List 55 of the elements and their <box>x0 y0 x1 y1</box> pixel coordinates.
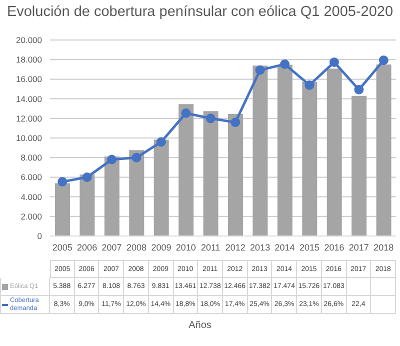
chart-title: Evolución de cobertura penínsular con eólica Q1 2005-2020 <box>6 4 394 20</box>
bar <box>352 96 367 236</box>
y-tick-label: 20.000 <box>16 35 42 46</box>
x-tick-label: 2006 <box>77 242 98 252</box>
bar <box>376 64 392 236</box>
bar <box>326 68 342 236</box>
y-tick-label: 2.000 <box>20 211 42 222</box>
x-tick-label: 2011 <box>200 242 220 252</box>
bar <box>55 183 70 236</box>
y-tick-label: 14.000 <box>16 94 42 104</box>
x-tick-label: 2018 <box>374 242 394 252</box>
point <box>304 80 314 90</box>
bar <box>104 156 120 236</box>
y-tick-label: 4.000 <box>20 192 42 202</box>
point <box>82 172 92 182</box>
point <box>107 154 117 164</box>
point <box>132 152 142 162</box>
bar <box>178 104 194 236</box>
point <box>255 65 265 75</box>
x-tick-label: 2017 <box>348 242 369 252</box>
bar <box>252 66 268 236</box>
y-tick-label: 6.000 <box>20 172 42 182</box>
x-tick-label: 2015 <box>299 242 320 252</box>
bar <box>302 82 318 236</box>
point <box>230 118 240 128</box>
bar <box>129 150 144 236</box>
point <box>206 114 216 124</box>
bar <box>154 140 169 236</box>
point <box>329 57 339 67</box>
point <box>378 56 388 66</box>
y-tick-label: 10.000 <box>16 133 42 144</box>
bar <box>228 114 243 236</box>
bar <box>277 64 292 236</box>
x-tick-label: 2008 <box>126 242 147 252</box>
x-tick-label: 2016 <box>324 242 344 252</box>
point <box>280 59 290 69</box>
point <box>156 137 166 147</box>
x-tick-label: 2010 <box>176 242 196 252</box>
y-tick-label: 16.000 <box>16 74 42 84</box>
point <box>181 108 191 118</box>
x-tick-label: 2014 <box>274 242 295 252</box>
x-tick-label: 2007 <box>102 242 122 252</box>
y-tick-label: 8.000 <box>20 152 42 163</box>
x-tick-label: 2005 <box>52 242 72 252</box>
y-tick-label: 18.000 <box>16 54 42 65</box>
point <box>354 84 364 94</box>
point <box>58 177 68 187</box>
bar <box>203 111 218 236</box>
x-tick-label: 2009 <box>151 242 172 252</box>
y-tick-label: 0 <box>37 231 42 242</box>
bar <box>80 174 95 236</box>
x-tick-label: 2013 <box>250 242 270 252</box>
y-tick-label: 12.000 <box>16 113 42 124</box>
x-tick-label: 2012 <box>225 242 246 252</box>
text: Años <box>188 320 212 331</box>
